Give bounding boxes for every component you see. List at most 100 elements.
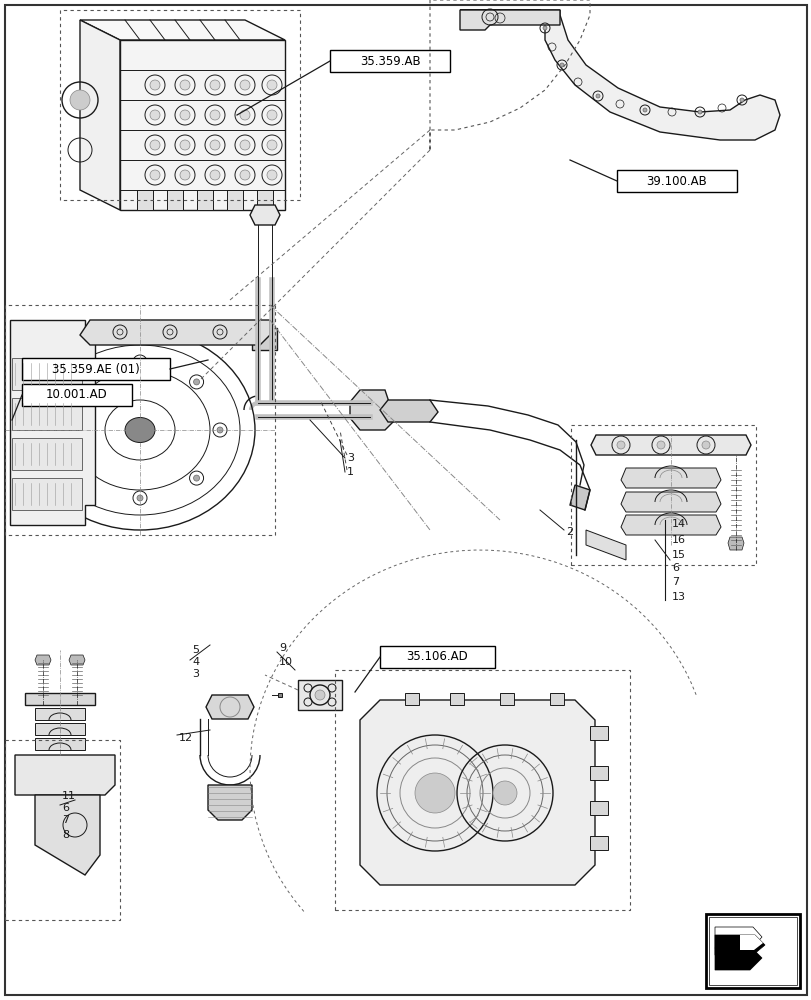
Circle shape [656, 441, 664, 449]
Circle shape [193, 475, 200, 481]
Circle shape [80, 475, 86, 481]
Bar [12, 398, 82, 430]
Bar [22, 384, 132, 406]
Bar [22, 358, 169, 380]
Circle shape [180, 110, 190, 120]
Bar [500, 693, 513, 705]
Text: 6: 6 [672, 563, 678, 573]
Polygon shape [350, 390, 394, 430]
Polygon shape [586, 530, 625, 560]
Polygon shape [227, 190, 242, 210]
Text: 11: 11 [62, 791, 76, 801]
Text: 35.359.AB: 35.359.AB [359, 55, 420, 68]
Polygon shape [35, 795, 100, 875]
Circle shape [267, 110, 277, 120]
Bar [590, 766, 607, 780]
Circle shape [217, 427, 223, 433]
Circle shape [697, 110, 702, 114]
Polygon shape [569, 485, 590, 510]
Bar [329, 50, 449, 72]
Bar [380, 646, 495, 668]
Polygon shape [35, 738, 85, 750]
Circle shape [560, 63, 564, 67]
Text: 12: 12 [178, 733, 193, 743]
Circle shape [315, 690, 324, 700]
Polygon shape [714, 956, 754, 965]
Circle shape [180, 80, 190, 90]
Text: 16: 16 [672, 535, 685, 545]
Circle shape [210, 170, 220, 180]
Text: 3: 3 [346, 453, 354, 463]
Ellipse shape [125, 418, 155, 442]
Polygon shape [739, 935, 762, 950]
Polygon shape [359, 700, 594, 885]
Bar [708, 917, 796, 985]
Bar [25, 693, 95, 705]
Polygon shape [35, 708, 85, 720]
Text: 3: 3 [191, 669, 199, 679]
Circle shape [210, 140, 220, 150]
Circle shape [150, 110, 160, 120]
Circle shape [210, 80, 220, 90]
Polygon shape [10, 320, 95, 525]
Text: 10: 10 [279, 657, 293, 667]
Text: 10.001.AD: 10.001.AD [46, 388, 108, 401]
Circle shape [267, 80, 277, 90]
Bar [449, 693, 463, 705]
Text: 15: 15 [672, 550, 685, 560]
Polygon shape [380, 400, 437, 422]
Text: 6: 6 [62, 803, 69, 813]
Polygon shape [35, 655, 51, 665]
Text: 5: 5 [191, 645, 199, 655]
Polygon shape [250, 205, 280, 225]
Circle shape [57, 427, 63, 433]
Bar [590, 801, 607, 815]
Circle shape [267, 170, 277, 180]
Polygon shape [206, 695, 254, 719]
Bar [251, 328, 277, 350]
Bar [12, 438, 82, 470]
Polygon shape [167, 190, 182, 210]
Bar [12, 478, 82, 510]
Polygon shape [15, 755, 115, 795]
Circle shape [150, 170, 160, 180]
Polygon shape [714, 948, 761, 970]
Polygon shape [460, 10, 779, 140]
Circle shape [595, 94, 599, 98]
Polygon shape [208, 785, 251, 820]
Circle shape [240, 110, 250, 120]
Circle shape [616, 441, 624, 449]
Text: 39.100.AB: 39.100.AB [646, 175, 706, 188]
Circle shape [543, 26, 547, 30]
Circle shape [193, 379, 200, 385]
Polygon shape [137, 190, 152, 210]
Circle shape [240, 140, 250, 150]
Text: 35.359.AE (01): 35.359.AE (01) [52, 362, 139, 375]
Polygon shape [714, 927, 761, 948]
Polygon shape [590, 435, 750, 455]
Text: 9: 9 [279, 643, 285, 653]
Text: 4: 4 [191, 657, 199, 667]
Polygon shape [620, 492, 720, 512]
Polygon shape [620, 468, 720, 488]
Text: 35.106.AD: 35.106.AD [406, 650, 468, 664]
Circle shape [137, 359, 143, 365]
Circle shape [642, 108, 646, 112]
Text: 13: 13 [672, 592, 685, 602]
Circle shape [240, 80, 250, 90]
Circle shape [150, 140, 160, 150]
Bar [298, 680, 341, 710]
Circle shape [70, 90, 90, 110]
Circle shape [210, 110, 220, 120]
Polygon shape [35, 723, 85, 735]
Polygon shape [80, 20, 120, 210]
Circle shape [150, 80, 160, 90]
Polygon shape [460, 10, 560, 30]
Bar [590, 836, 607, 850]
Bar [12, 358, 82, 390]
Text: 7: 7 [672, 577, 678, 587]
Polygon shape [197, 190, 212, 210]
Bar [405, 693, 418, 705]
Circle shape [80, 379, 86, 385]
Text: 2: 2 [565, 527, 573, 537]
